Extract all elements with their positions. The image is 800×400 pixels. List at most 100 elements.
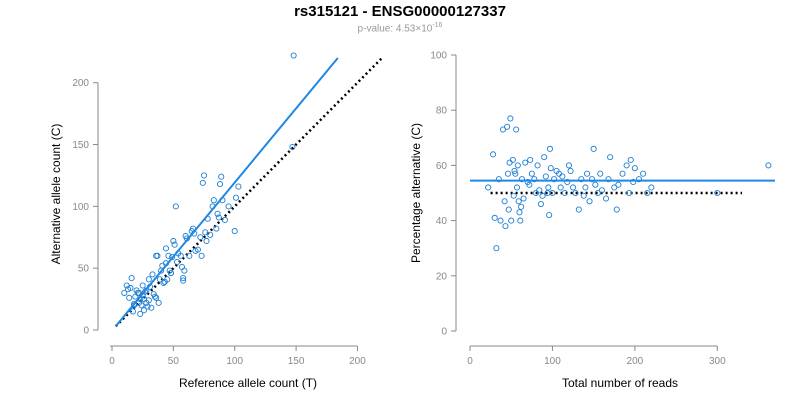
- data-point: [565, 162, 572, 169]
- data-point: [148, 304, 155, 311]
- reference-line: [114, 57, 383, 328]
- y-tick-label: 150: [72, 140, 89, 151]
- x-tick-label: 150: [288, 356, 305, 367]
- data-point: [517, 217, 524, 224]
- data-point: [177, 252, 184, 259]
- data-point: [569, 184, 577, 191]
- data-point: [121, 289, 128, 296]
- data-point: [575, 206, 582, 213]
- y-tick-label: 40: [436, 216, 448, 227]
- data-point: [594, 189, 601, 197]
- data-point: [151, 293, 159, 300]
- data-point: [497, 217, 504, 224]
- data-point: [165, 252, 172, 259]
- data-point: [635, 176, 643, 183]
- data-point: [289, 143, 296, 151]
- data-point: [526, 181, 533, 188]
- data-point: [140, 307, 147, 314]
- data-point: [144, 303, 151, 310]
- data-point: [181, 267, 188, 274]
- data-point: [138, 302, 145, 309]
- x-tick-label: 50: [168, 356, 180, 367]
- data-point: [290, 52, 297, 59]
- data-point: [485, 184, 492, 191]
- data-point: [231, 228, 238, 235]
- data-point: [508, 217, 515, 224]
- data-point: [613, 206, 620, 213]
- pvalue-text: p-value: 4.53×10: [357, 23, 433, 35]
- data-point: [142, 288, 149, 295]
- data-point: [522, 159, 529, 166]
- data-point: [504, 123, 511, 130]
- data-point: [611, 184, 618, 191]
- data-point: [631, 165, 638, 172]
- data-point: [567, 167, 574, 174]
- data-point: [572, 189, 579, 197]
- data-point: [126, 294, 133, 301]
- data-point: [557, 184, 564, 191]
- data-point: [714, 189, 721, 197]
- data-point: [549, 189, 556, 197]
- y-tick-label: 20: [436, 271, 448, 282]
- y-tick-label: 200: [72, 78, 89, 89]
- data-point: [546, 145, 554, 152]
- data-point: [198, 252, 205, 259]
- fit-line: [114, 57, 339, 327]
- data-point: [502, 223, 509, 230]
- data-point: [539, 192, 546, 199]
- data-point: [561, 189, 568, 197]
- data-point: [149, 271, 156, 278]
- data-point: [597, 170, 604, 177]
- y-tick-label: 50: [78, 264, 90, 275]
- data-point: [545, 184, 552, 191]
- x-tick-label: 200: [349, 356, 366, 367]
- x-axis-label: Total number of reads: [562, 376, 678, 390]
- data-point: [210, 197, 217, 204]
- data-point: [607, 154, 614, 161]
- data-point: [129, 308, 136, 315]
- data-point: [605, 176, 612, 183]
- data-point: [170, 237, 177, 245]
- chart-subtitle: p-value: 4.53×10-16: [0, 22, 800, 34]
- data-point: [194, 246, 201, 253]
- data-point: [235, 183, 242, 190]
- allele-count-panel: 0 50 100 150 200 0 50 100 150 200 Reference allele…: [49, 52, 383, 390]
- data-point: [584, 170, 591, 177]
- data-point: [491, 214, 498, 221]
- data-point: [510, 192, 517, 199]
- data-point: [501, 198, 508, 205]
- data-point: [203, 237, 210, 245]
- data-point: [541, 154, 548, 161]
- data-point: [626, 189, 633, 197]
- data-point: [232, 194, 240, 201]
- x-tick-label: 200: [627, 356, 644, 367]
- data-point: [180, 277, 187, 284]
- data-point: [128, 275, 135, 282]
- data-point: [225, 203, 232, 210]
- data-point: [213, 225, 220, 232]
- data-point: [559, 173, 566, 180]
- data-point: [156, 276, 163, 283]
- data-point: [644, 189, 651, 197]
- data-point: [630, 178, 637, 186]
- data-point: [171, 241, 178, 248]
- data-point: [590, 145, 597, 152]
- data-point: [588, 176, 596, 183]
- data-point: [493, 245, 500, 252]
- data-point: [167, 270, 174, 277]
- data-point: [623, 162, 630, 169]
- data-point: [173, 258, 181, 266]
- data-point: [135, 289, 143, 296]
- data-point: [598, 187, 605, 194]
- data-point: [511, 167, 518, 174]
- data-point: [513, 184, 521, 191]
- x-tick-label: 100: [544, 356, 561, 367]
- data-point: [490, 151, 497, 158]
- data-point: [178, 263, 186, 270]
- data-point: [180, 275, 187, 282]
- pvalue-exponent: -16: [432, 22, 443, 29]
- data-point: [495, 176, 502, 183]
- data-point: [551, 176, 558, 183]
- data-point: [578, 176, 585, 183]
